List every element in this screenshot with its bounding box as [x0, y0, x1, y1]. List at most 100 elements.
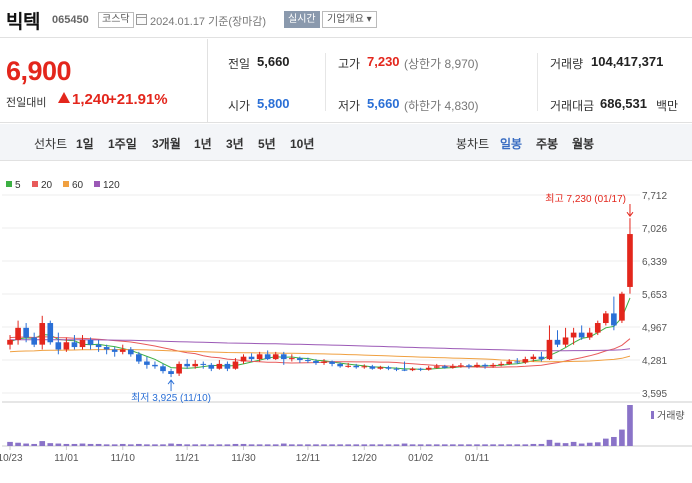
period-10y[interactable]: 10년: [290, 137, 315, 151]
volume-bar: [103, 444, 110, 446]
price-summary: 6,900 전일대비 1,240 +21.91% 전일 5,660 시가 5,8…: [0, 39, 692, 123]
candle-body: [474, 364, 480, 367]
volume-bar: [39, 441, 46, 446]
candle-body: [280, 354, 287, 360]
period-1w[interactable]: 1주일: [108, 137, 137, 151]
amount-value: 686,531: [600, 96, 647, 111]
candle-body: [522, 359, 529, 363]
volume-value: 104,417,371: [591, 54, 664, 69]
candle-body: [264, 354, 271, 360]
volume-bar: [353, 444, 360, 446]
candle-body: [297, 358, 303, 361]
candle-body: [200, 363, 207, 365]
candle-body: [482, 364, 488, 367]
open-value: 5,800: [257, 96, 290, 111]
period-bar: 선차트 1일 1주일 3개월 1년 3년 5년 10년 봉차트 일봉 주봉 월봉: [0, 124, 692, 161]
candle-body: [562, 337, 569, 345]
period-3y[interactable]: 3년: [226, 137, 244, 151]
candle-body: [337, 363, 343, 367]
candle-body: [240, 356, 247, 362]
volume-bar: [47, 443, 54, 446]
period-weekly[interactable]: 주봉: [536, 137, 559, 151]
volume-bar: [409, 444, 416, 446]
volume-bar: [458, 444, 464, 446]
candle-body: [248, 356, 255, 360]
period-monthly[interactable]: 월봉: [572, 137, 595, 151]
volume-bar: [514, 444, 521, 446]
candle-body: [498, 363, 504, 365]
legend-ma5: 5: [6, 180, 21, 191]
period-3m[interactable]: 3개월: [152, 137, 181, 151]
candle-body: [538, 356, 545, 360]
low-value: 5,660: [367, 96, 400, 111]
candle-body: [369, 366, 376, 369]
volume-bar: [433, 444, 440, 446]
candle-body: [160, 366, 166, 372]
candle-body: [409, 368, 416, 371]
period-5y[interactable]: 5년: [258, 137, 276, 151]
volume-label: 거래량: [657, 410, 685, 422]
candle-body: [530, 356, 537, 360]
volume-bar: [144, 444, 150, 446]
divider: [537, 53, 538, 111]
candle-body: [441, 366, 448, 368]
volume-bar: [619, 429, 625, 446]
candle-body: [47, 323, 54, 343]
candle-body: [329, 361, 335, 364]
candle-body: [289, 358, 295, 360]
volume-bar: [393, 444, 400, 446]
candle-body: [144, 361, 150, 365]
volume-bar: [530, 443, 537, 446]
volume-bar: [95, 443, 102, 446]
volume-bar: [240, 443, 247, 446]
candle-body: [321, 361, 327, 363]
calendar-icon: [136, 14, 147, 25]
line-chart-label: 선차트: [34, 137, 68, 151]
volume-bar: [329, 444, 335, 446]
volume-bar: [337, 444, 343, 446]
candle-body: [232, 361, 239, 369]
candle-body: [425, 367, 432, 370]
volume-bar: [280, 443, 287, 446]
candle-body: [490, 364, 496, 367]
volume-bar: [87, 443, 94, 446]
candle-body: [87, 339, 94, 345]
volume-bar: [627, 405, 633, 446]
candle-body: [111, 349, 118, 352]
volume-bar: [297, 444, 303, 446]
volume-bar: [160, 444, 166, 446]
high-value: 7,230: [367, 54, 400, 69]
volume-bar: [603, 438, 609, 446]
volume-bar: [23, 443, 29, 446]
current-price-panel: 6,900 전일대비 1,240 +21.91%: [0, 39, 208, 123]
realtime-button[interactable]: 실시간: [284, 11, 320, 28]
volume-bar: [192, 444, 199, 446]
candle-body: [31, 337, 37, 345]
stock-code: 065450: [52, 14, 89, 26]
volume-bar: [441, 444, 448, 446]
prev-close-value: 5,660: [257, 54, 290, 69]
volume-bar: [7, 441, 13, 446]
change-rate: +21.91%: [108, 91, 168, 108]
candle-body: [554, 339, 561, 345]
legend-ma20: 20: [32, 180, 52, 191]
volume-bar: [474, 444, 480, 446]
period-daily[interactable]: 일봉: [500, 137, 523, 151]
candle-body: [353, 365, 360, 368]
candle-body: [71, 342, 78, 348]
candle-body: [39, 323, 46, 345]
current-price: 6,900: [6, 56, 72, 86]
y-tick-label: 4,281: [642, 356, 667, 367]
candle-body: [208, 364, 215, 369]
volume-bar: [498, 444, 504, 446]
company-overview-button[interactable]: 기업개요 ▾: [322, 11, 377, 28]
candle-body: [361, 366, 368, 368]
period-1d[interactable]: 1일: [76, 137, 94, 151]
y-tick-label: 7,712: [642, 191, 667, 202]
candle-body: [103, 347, 110, 350]
volume-bar: [506, 444, 513, 446]
x-tick-label: 12/20: [352, 453, 377, 464]
candle-body: [184, 363, 190, 367]
period-1y[interactable]: 1년: [194, 137, 212, 151]
